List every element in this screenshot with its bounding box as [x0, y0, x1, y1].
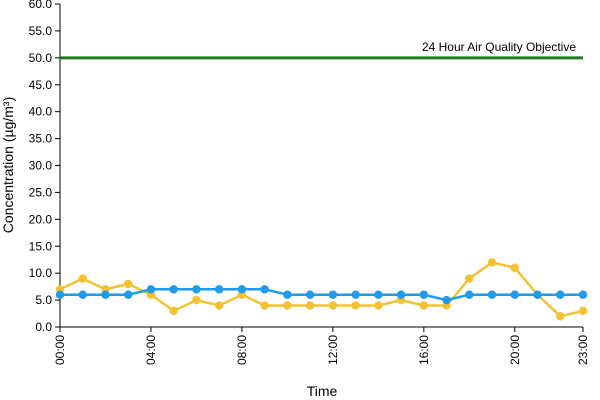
y-tick-label: 45.0 [29, 78, 53, 92]
x-axis-ticks: 00:00 04:00 08:00 12:00 16:00 20:00 23:00 [53, 327, 590, 365]
series-1-point [578, 290, 588, 299]
series-1-point [214, 285, 224, 294]
series-1-point [328, 290, 338, 299]
series-0-point [487, 258, 497, 267]
series-0-point [305, 301, 315, 310]
y-tick-label: 35.0 [29, 132, 53, 146]
y-axis-ticks: 0.0 5.0 10.0 15.0 20.0 25.0 30.0 35.0 40.0 45.0 50… [29, 0, 60, 334]
x-tick-label: 04:00 [144, 335, 158, 365]
series-0-point [78, 274, 87, 283]
y-tick-label: 30.0 [29, 159, 53, 173]
x-tick-label: 08:00 [235, 335, 249, 365]
series-0-point [328, 301, 338, 310]
x-tick-label: 16:00 [417, 335, 431, 365]
series-group [55, 258, 588, 321]
series-1-point [283, 290, 292, 299]
series-1-point [351, 290, 360, 299]
series-0-point [260, 301, 269, 310]
series-1-point [237, 285, 247, 294]
series-0-point [374, 301, 383, 310]
x-tick-label: 00:00 [53, 335, 67, 365]
series-1-point [192, 285, 201, 294]
series-1-point [260, 285, 269, 294]
x-axis-title: Time [307, 383, 338, 399]
y-tick-label: 15.0 [29, 239, 53, 253]
series-1-line [60, 288, 583, 302]
y-tick-label: 25.0 [29, 185, 53, 199]
series-1-point [305, 290, 315, 299]
series-1-point [487, 290, 497, 299]
x-tick-label: 23:00 [576, 335, 590, 365]
series-0-point [351, 301, 360, 310]
series-1-point [101, 290, 110, 299]
series-1-point [533, 290, 542, 299]
y-axis-title: Concentration (µg/m³) [0, 97, 16, 233]
y-tick-label: 50.0 [29, 51, 53, 65]
series-1-point [78, 290, 87, 299]
series-1-point [442, 295, 451, 305]
x-tick-label: 12:00 [326, 335, 340, 365]
y-tick-label: 40.0 [29, 105, 53, 119]
series-1-point [123, 290, 133, 299]
series-1-point [419, 290, 429, 299]
series-1-point [465, 290, 474, 299]
series-1-point [396, 290, 406, 299]
y-tick-label: 60.0 [29, 0, 53, 11]
series-0-point [192, 295, 201, 305]
series-0-point [214, 301, 224, 310]
reference-line-group: 24 Hour Air Quality Objective [60, 40, 583, 60]
series-0-point [556, 311, 565, 321]
y-tick-label: 55.0 [29, 24, 53, 38]
y-tick-label: 0.0 [35, 320, 52, 334]
series-0-point [123, 279, 133, 289]
series-0-point [419, 301, 429, 310]
series-0-point [578, 306, 588, 316]
series-1-point [169, 285, 178, 294]
series-1-point [556, 290, 565, 299]
series-0-point [510, 263, 520, 273]
series-0-point [283, 301, 292, 310]
y-tick-label: 20.0 [29, 212, 53, 226]
series-1-point [374, 290, 383, 299]
x-tick-label: 20:00 [508, 335, 522, 365]
series-1-point [55, 290, 65, 299]
series-0-point [465, 274, 474, 283]
series-1-point [510, 290, 520, 299]
series-1-point [146, 285, 156, 294]
series-0-line [59, 261, 584, 318]
series-0-point [169, 306, 178, 316]
reference-line-label: 24 Hour Air Quality Objective [422, 40, 576, 54]
y-tick-label: 5.0 [35, 293, 52, 307]
y-tick-label: 10.0 [29, 266, 53, 280]
